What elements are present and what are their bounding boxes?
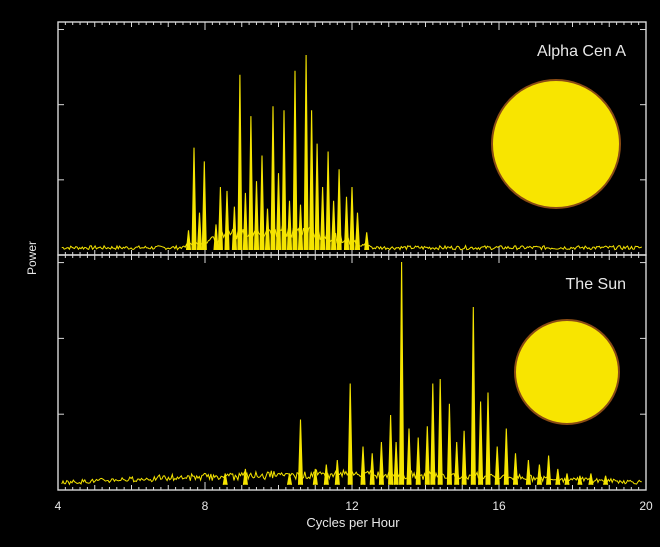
spectral-peak [231, 206, 237, 251]
spectral-peak [270, 106, 276, 251]
spectral-peak [201, 161, 207, 251]
spectral-peak [536, 464, 542, 485]
spectral-peak [399, 261, 405, 485]
spectral-peak [388, 414, 394, 485]
spectral-peak [349, 186, 355, 251]
spectral-peak [354, 212, 361, 251]
spectral-peak [512, 453, 519, 485]
panels-group: Alpha Cen A The Sun 4 8 12 16 20 [55, 21, 653, 513]
spectral-peak [320, 186, 326, 251]
x-tick-label: 8 [202, 499, 209, 513]
spectral-peak [185, 230, 192, 251]
spectral-peak [242, 192, 248, 251]
spectral-peak [406, 428, 412, 485]
spectral-peak [454, 441, 460, 485]
spectral-peak [369, 453, 375, 485]
spectral-peak [347, 383, 353, 485]
spectral-peak [360, 446, 366, 485]
spectral-peak [312, 468, 318, 485]
x-tick-label: 4 [55, 499, 62, 513]
spectral-peak [555, 468, 561, 485]
spectral-peak [286, 200, 293, 251]
spectral-peak [253, 181, 260, 251]
spectral-peak [424, 426, 430, 485]
y-axis-label: Power [25, 241, 39, 275]
star-disk-image [514, 319, 620, 425]
spectral-peak [217, 186, 223, 251]
x-tick-label: 16 [492, 499, 506, 513]
spectral-peak [478, 401, 484, 485]
spectral-peak [275, 173, 282, 251]
spectral-peak [437, 378, 443, 485]
spectral-peak [281, 110, 287, 251]
spectral-peak [336, 169, 342, 251]
spectral-peak [525, 459, 531, 485]
x-axis-label: Cycles per Hour [306, 515, 400, 530]
x-tick-label: 12 [345, 499, 359, 513]
spectral-peak [577, 475, 583, 485]
spectral-peak [446, 403, 452, 485]
spectral-peak [196, 212, 203, 251]
spectral-peak [393, 441, 399, 485]
spectral-peak [364, 232, 370, 251]
spectral-peak [430, 383, 436, 485]
spectral-peak [415, 437, 421, 485]
spectral-peak [461, 430, 467, 485]
panel-label: Alpha Cen A [537, 43, 626, 60]
spectral-peak [470, 306, 476, 485]
spectral-peak [286, 473, 293, 485]
spectral-peak [331, 200, 337, 251]
spectral-peak [564, 473, 570, 485]
spectral-peak [546, 455, 552, 485]
spectral-peak [292, 70, 298, 251]
spectral-peak [378, 441, 384, 485]
spectral-peak [297, 419, 304, 485]
x-tick-label: 20 [639, 499, 653, 513]
spectral-peak [588, 473, 594, 485]
spectral-peak [248, 116, 254, 251]
star-disk-image [491, 79, 621, 209]
spectral-peak [259, 155, 265, 251]
spectral-peak [264, 208, 271, 251]
spectral-peak [309, 110, 315, 251]
spectral-peak [314, 143, 320, 251]
panel-label: The Sun [566, 276, 626, 293]
spectral-peak [303, 54, 309, 251]
spectral-peak [325, 151, 331, 251]
spectral-peak [485, 392, 491, 485]
spectral-peak [213, 224, 219, 251]
spectral-peak [224, 190, 230, 251]
spectral-peak [323, 464, 329, 485]
spectral-peak [603, 475, 609, 485]
spectral-peak [503, 428, 509, 485]
spectral-peak [237, 74, 243, 251]
spectral-peak [242, 468, 248, 485]
panel-alpha-cen-a: Alpha Cen A [57, 21, 647, 256]
spectral-peak [191, 147, 197, 251]
spectral-peak [343, 196, 350, 251]
spectral-peak [222, 473, 228, 485]
spectral-peak [297, 204, 304, 251]
spectral-peak [334, 459, 340, 485]
spectral-peak [494, 446, 500, 485]
panel-the-sun: The Sun [57, 254, 647, 491]
